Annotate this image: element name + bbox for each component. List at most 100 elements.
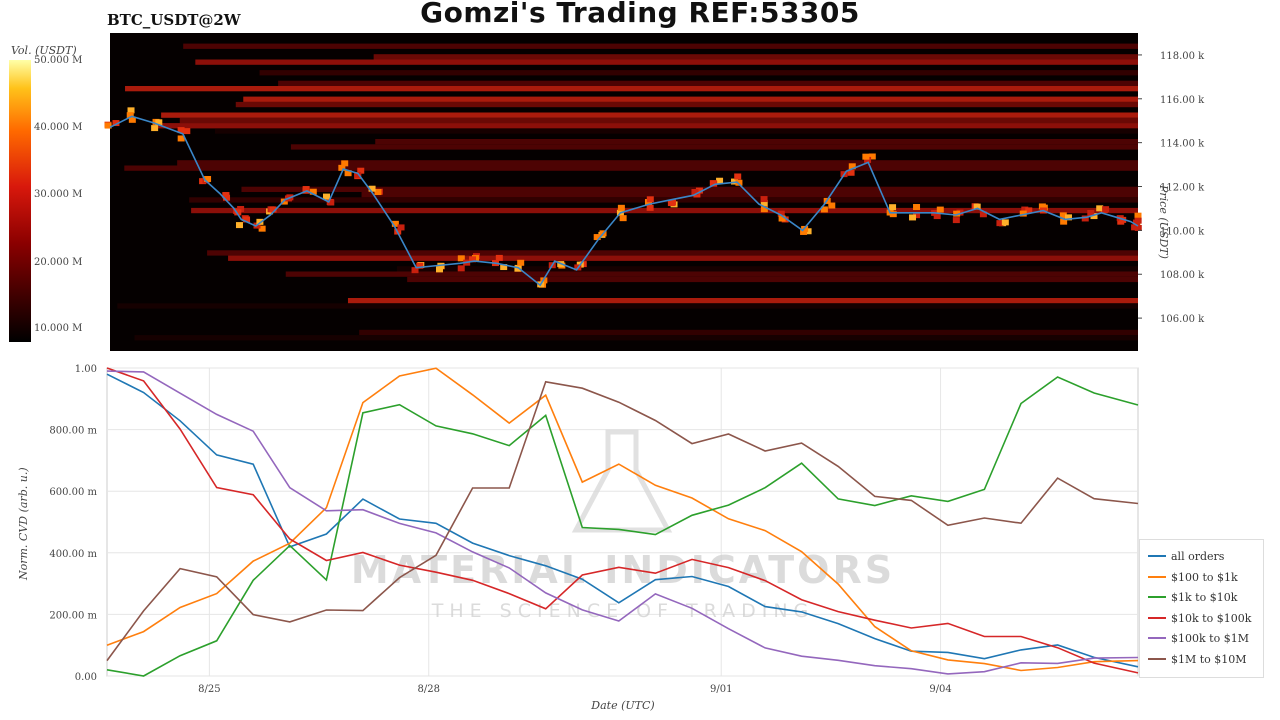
legend-item[interactable]: $100 to $1k: [1148, 568, 1238, 586]
heatmap-cell: [469, 256, 477, 263]
heatmap-band: [235, 101, 1138, 108]
heatmap-cell: [357, 167, 365, 174]
heatmap-cell: [1038, 203, 1046, 210]
heatmap-cell: [996, 220, 1004, 227]
price-tick-label: 108.00 k: [1160, 270, 1205, 281]
chart-title: Gomzi's Trading REF:53305: [420, 0, 860, 29]
colorbar-tick: 10.000 M: [34, 323, 83, 334]
heatmap-cell: [1087, 209, 1095, 216]
heatmap-cell: [327, 199, 335, 206]
heatmap-band: [347, 298, 1139, 304]
heatmap-band: [117, 303, 1139, 309]
heatmap-cell: [619, 215, 627, 222]
legend-label: $10k to $100k: [1171, 611, 1252, 625]
heatmap-cell: [617, 204, 625, 211]
heatmap-band: [191, 207, 1139, 214]
heatmap-band: [189, 197, 1138, 203]
heatmap-cell: [862, 153, 870, 160]
heatmap-band: [243, 96, 1138, 102]
heatmap-cell: [1132, 219, 1140, 226]
heatmap-band: [359, 329, 1138, 336]
heatmap-band: [134, 335, 1138, 341]
price-axis-label: Price (USDT): [1157, 185, 1170, 259]
heatmap-band: [125, 86, 1139, 92]
heatmap-cell: [691, 188, 699, 195]
heatmap-cell: [1102, 206, 1110, 213]
heatmap-cell: [646, 196, 654, 203]
x-tick-label: 8/25: [198, 684, 220, 695]
heatmap-cell: [127, 107, 135, 114]
heatmap-cell: [778, 215, 786, 222]
heatmap-cell: [936, 206, 944, 213]
heatmap-band: [215, 128, 1138, 134]
heatmap-cell: [338, 164, 346, 171]
price-tick-label: 110.00 k: [1160, 226, 1205, 237]
cvd-series-line: [106, 367, 1139, 674]
legend-item[interactable]: all orders: [1148, 547, 1224, 565]
heatmap-band: [177, 160, 1139, 166]
heatmap-band: [195, 59, 1138, 65]
heatmap-cell: [368, 185, 376, 192]
x-tick-label: 9/01: [710, 684, 732, 695]
price-tick-label: 114.00 k: [1160, 139, 1205, 150]
heatmap-cell: [354, 171, 362, 178]
heatmap-cell: [495, 254, 503, 261]
heatmap-cell: [309, 188, 317, 195]
heatmap-cell: [667, 200, 675, 207]
colorbar: [9, 60, 31, 342]
legend-label: $100 to $1k: [1171, 570, 1238, 584]
legend-item[interactable]: $100k to $1M: [1148, 629, 1249, 647]
watermark-subtitle: THE SCIENCE OF TRADING: [431, 600, 815, 622]
heatmap-cell: [397, 224, 405, 231]
heatmap-cell: [913, 204, 921, 211]
price-tick-label: 118.00 k: [1160, 51, 1205, 62]
legend-item[interactable]: $1M to $10M: [1148, 650, 1247, 668]
heatmap-cell: [177, 127, 185, 134]
heatmap-cell: [243, 216, 251, 223]
price-line: [109, 115, 1139, 287]
legend-label: all orders: [1171, 549, 1225, 563]
cvd-plot-area: [106, 367, 1139, 677]
legend-item[interactable]: $10k to $100k: [1148, 609, 1251, 627]
heatmap-band: [241, 186, 1139, 192]
heatmap-band: [373, 54, 1138, 60]
cvd-y-tick-label: 600.00 m: [49, 487, 97, 498]
legend: all orders $100 to $1k $1k to $10k $10k …: [1139, 539, 1264, 678]
heatmap-cell: [112, 120, 120, 127]
heatmap-cell: [1096, 205, 1104, 212]
heatmap-cell: [864, 156, 872, 163]
heatmap-cell: [183, 128, 191, 135]
heatmap-cell: [1131, 224, 1139, 231]
heatmap-cell: [1064, 214, 1072, 221]
heatmap-cell: [155, 119, 163, 126]
price-tick-label: 112.00 k: [1160, 183, 1205, 194]
heatmap-cell: [457, 265, 465, 272]
cvd-axis-label: Norm. CVD (arb. u.): [17, 467, 30, 580]
heatmap-cell: [1059, 212, 1067, 219]
colorbar-tick: 50.000 M: [34, 55, 83, 66]
heatmap-cell: [517, 259, 525, 266]
heatmap-cell: [500, 264, 508, 271]
heatmap-cell: [868, 153, 876, 160]
heatmap-cell: [734, 173, 742, 180]
legend-swatch: [1148, 576, 1166, 578]
heatmap-cell: [1134, 212, 1142, 219]
legend-swatch: [1148, 617, 1166, 619]
price-tick-label: 106.00 k: [1160, 314, 1205, 325]
heatmap-band: [228, 255, 1138, 261]
heatmap-cell: [909, 214, 917, 221]
heatmap-cell: [237, 205, 245, 212]
heatmap-cell: [953, 210, 961, 217]
heatmap-band: [183, 43, 1138, 49]
heatmap-cell: [1001, 219, 1009, 226]
cvd-series-line: [106, 373, 1139, 668]
heatmap-cell: [933, 213, 941, 220]
x-tick-label: 9/04: [929, 684, 951, 695]
cvd-y-tick-label: 200.00 m: [49, 610, 97, 621]
heatmap-cell: [514, 265, 522, 272]
heatmap-cell: [258, 225, 266, 232]
legend-item[interactable]: $1k to $10k: [1148, 588, 1237, 606]
cvd-y-tick-label: 0.00: [75, 672, 97, 683]
heatmap-cell: [760, 196, 768, 203]
heatmap-cell: [1060, 218, 1068, 225]
